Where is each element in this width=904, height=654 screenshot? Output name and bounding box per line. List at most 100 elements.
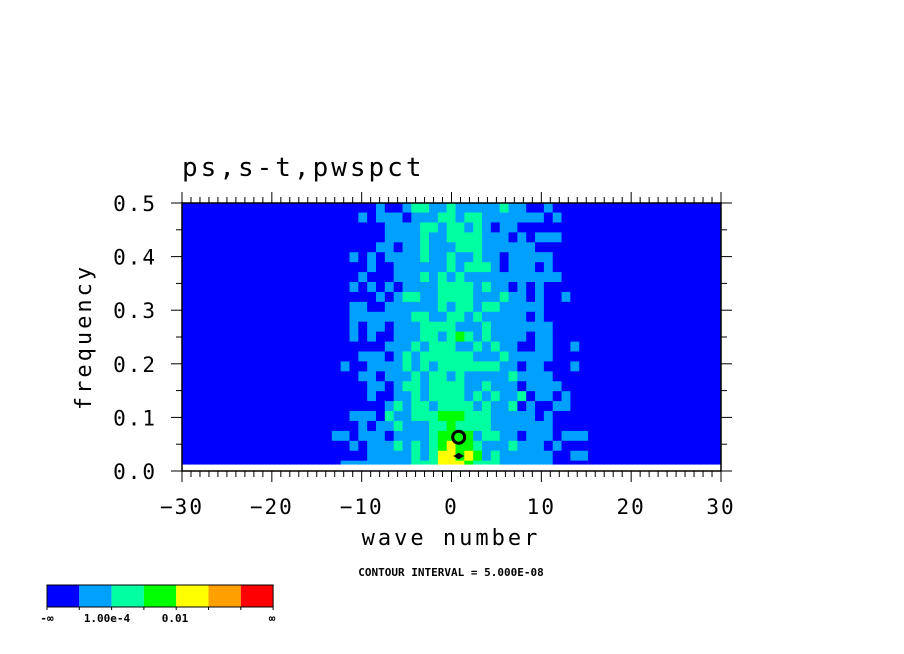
heatmap-cell	[517, 222, 528, 234]
heatmap-cell	[252, 291, 262, 303]
heatmap-cell	[517, 401, 528, 412]
heatmap-cell	[384, 440, 395, 452]
heatmap-cell	[278, 440, 289, 452]
heatmap-cell	[420, 440, 430, 452]
heatmap-cell	[711, 232, 721, 244]
heatmap-cell	[570, 401, 581, 412]
colorbar-swatch	[143, 585, 177, 607]
heatmap-cell	[702, 232, 713, 244]
heatmap-cell	[358, 321, 368, 333]
heatmap-cell	[314, 351, 324, 363]
heatmap-cell	[588, 391, 598, 402]
heatmap-cell	[579, 450, 589, 462]
heatmap-cell	[437, 371, 448, 383]
heatmap-cell	[199, 282, 209, 293]
heatmap-cell	[393, 222, 404, 234]
heatmap-cell	[384, 203, 395, 214]
heatmap-cell	[358, 440, 368, 452]
heatmap-cell	[667, 282, 678, 293]
heatmap-cell	[535, 311, 545, 323]
heatmap-cell	[252, 232, 262, 244]
heatmap-cell	[623, 420, 634, 432]
heatmap-cell	[623, 341, 634, 353]
heatmap-bottom-strip	[182, 464, 721, 471]
heatmap-cell	[543, 212, 554, 224]
heatmap-cell	[420, 391, 430, 402]
heatmap-cell	[490, 301, 501, 313]
heatmap-cell	[694, 371, 704, 383]
heatmap-cell	[367, 282, 377, 293]
heatmap-cell	[464, 401, 474, 412]
heatmap-cell	[473, 351, 483, 363]
heatmap-cell	[367, 331, 377, 343]
heatmap-cell	[570, 222, 581, 234]
heatmap-cell	[402, 232, 413, 244]
heatmap-cell	[340, 440, 351, 452]
heatmap-cell	[464, 222, 474, 234]
heatmap-cell	[552, 411, 563, 422]
heatmap-cell	[614, 341, 625, 353]
heatmap-cell	[499, 291, 510, 303]
heatmap-cell	[517, 361, 528, 373]
heatmap-cell	[473, 430, 483, 442]
heatmap-cell	[596, 321, 607, 333]
heatmap-cell	[314, 401, 324, 412]
heatmap-cell	[455, 420, 466, 432]
heatmap-cell	[402, 212, 413, 224]
heatmap-cell	[437, 321, 448, 333]
heatmap-cell	[641, 242, 651, 254]
heatmap-cell	[561, 401, 572, 412]
heatmap-cell	[658, 232, 669, 244]
heatmap-cell	[278, 321, 289, 333]
heatmap-cell	[561, 371, 572, 383]
heatmap-cell	[420, 203, 430, 214]
heatmap-cell	[340, 351, 351, 363]
heatmap-cell	[199, 272, 209, 283]
heatmap-cell	[658, 430, 669, 442]
heatmap-cell	[182, 420, 192, 432]
heatmap-cell	[314, 341, 324, 353]
heatmap-cell	[482, 252, 492, 263]
heatmap-cell	[225, 242, 236, 254]
heatmap-cell	[596, 331, 607, 343]
heatmap-cell	[322, 232, 333, 244]
heatmap-cell	[367, 411, 377, 422]
heatmap-cell	[358, 232, 368, 244]
heatmap-cell	[331, 371, 342, 383]
heatmap-cell	[199, 450, 209, 462]
heatmap-cell	[579, 411, 589, 422]
heatmap-cell	[473, 401, 483, 412]
heatmap-cell	[287, 242, 298, 254]
heatmap-cell	[490, 411, 501, 422]
heatmap-cell	[252, 212, 262, 224]
heatmap-cell	[411, 232, 421, 244]
heatmap-cell	[393, 311, 404, 323]
heatmap-cell	[596, 361, 607, 373]
heatmap-cell	[464, 351, 474, 363]
heatmap-cell	[579, 391, 589, 402]
heatmap-cell	[676, 311, 687, 323]
heatmap-cell	[685, 430, 695, 442]
heatmap-cell	[420, 222, 430, 234]
heatmap-cell	[358, 450, 368, 462]
heatmap-cell	[349, 311, 360, 323]
heatmap-cell	[340, 430, 351, 442]
heatmap-cell	[269, 203, 280, 214]
heatmap-cell	[552, 430, 563, 442]
heatmap-cell	[658, 262, 669, 273]
heatmap-cell	[676, 450, 687, 462]
heatmap-cell	[322, 222, 333, 234]
heatmap-cell	[296, 430, 307, 442]
heatmap-cell	[535, 272, 545, 283]
heatmap-cell	[605, 401, 616, 412]
heatmap-cell	[499, 430, 510, 442]
heatmap-cell	[331, 381, 342, 392]
heatmap-cell	[243, 371, 254, 383]
heatmap-cell	[711, 222, 721, 234]
heatmap-cell	[446, 212, 457, 224]
heatmap-cell	[499, 391, 510, 402]
heatmap-cell	[464, 331, 474, 343]
heatmap-cell	[455, 242, 466, 254]
heatmap-cell	[517, 391, 528, 402]
